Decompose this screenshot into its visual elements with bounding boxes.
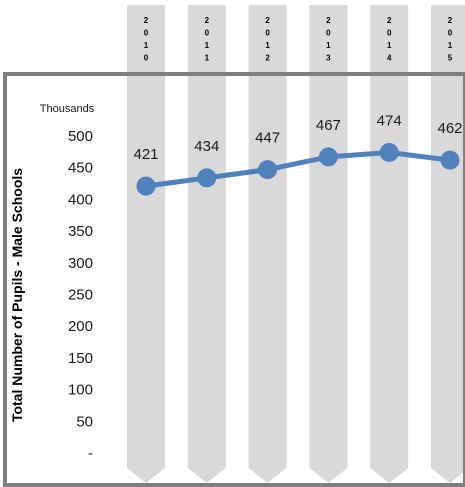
data-point	[197, 168, 217, 188]
y-axis-unit-label: Thousands	[40, 103, 95, 115]
year-band-shape	[127, 5, 165, 483]
y-tick-label: 450	[68, 160, 93, 177]
data-label: 462	[437, 120, 462, 137]
data-label: 447	[255, 130, 280, 147]
data-label: 467	[316, 117, 341, 134]
y-tick-label: 50	[76, 413, 93, 430]
y-tick-label: 500	[68, 128, 93, 145]
plot-frame	[3, 72, 465, 487]
year-band-shape	[187, 5, 226, 483]
data-labels: 421 434 447 467 474 462	[133, 112, 462, 163]
y-tick-label: 350	[68, 223, 93, 240]
data-point	[136, 176, 156, 196]
data-point	[258, 160, 278, 180]
data-point	[440, 150, 460, 170]
y-axis-ticks: - 50 100 150 200 250 300 350 400 450 500	[68, 128, 93, 462]
data-label: 421	[133, 146, 158, 163]
data-point	[318, 147, 338, 167]
series-points	[136, 142, 460, 196]
y-tick-label: 250	[68, 287, 93, 304]
year-band-shape	[370, 5, 409, 483]
year-band-shape	[431, 5, 465, 483]
data-label: 474	[377, 112, 402, 129]
year-column-bands: 2 0 1 0 2 0 1 1 2 0 1 2 2 0 1 3 2 0 1 4 2 0 1 5	[127, 5, 465, 483]
y-tick-label: 150	[68, 350, 93, 367]
data-point	[379, 142, 399, 162]
year-band-shape	[248, 5, 287, 483]
y-axis-title: Total Number of Pupils - Male Schools	[9, 168, 25, 422]
data-label: 434	[194, 138, 219, 155]
year-band-shape	[309, 5, 348, 483]
series-line	[143, 149, 453, 189]
y-tick-label: -	[88, 445, 93, 462]
y-tick-label: 300	[68, 255, 93, 272]
y-tick-label: 200	[68, 318, 93, 335]
y-tick-label: 400	[68, 191, 93, 208]
y-tick-label: 100	[68, 382, 93, 399]
